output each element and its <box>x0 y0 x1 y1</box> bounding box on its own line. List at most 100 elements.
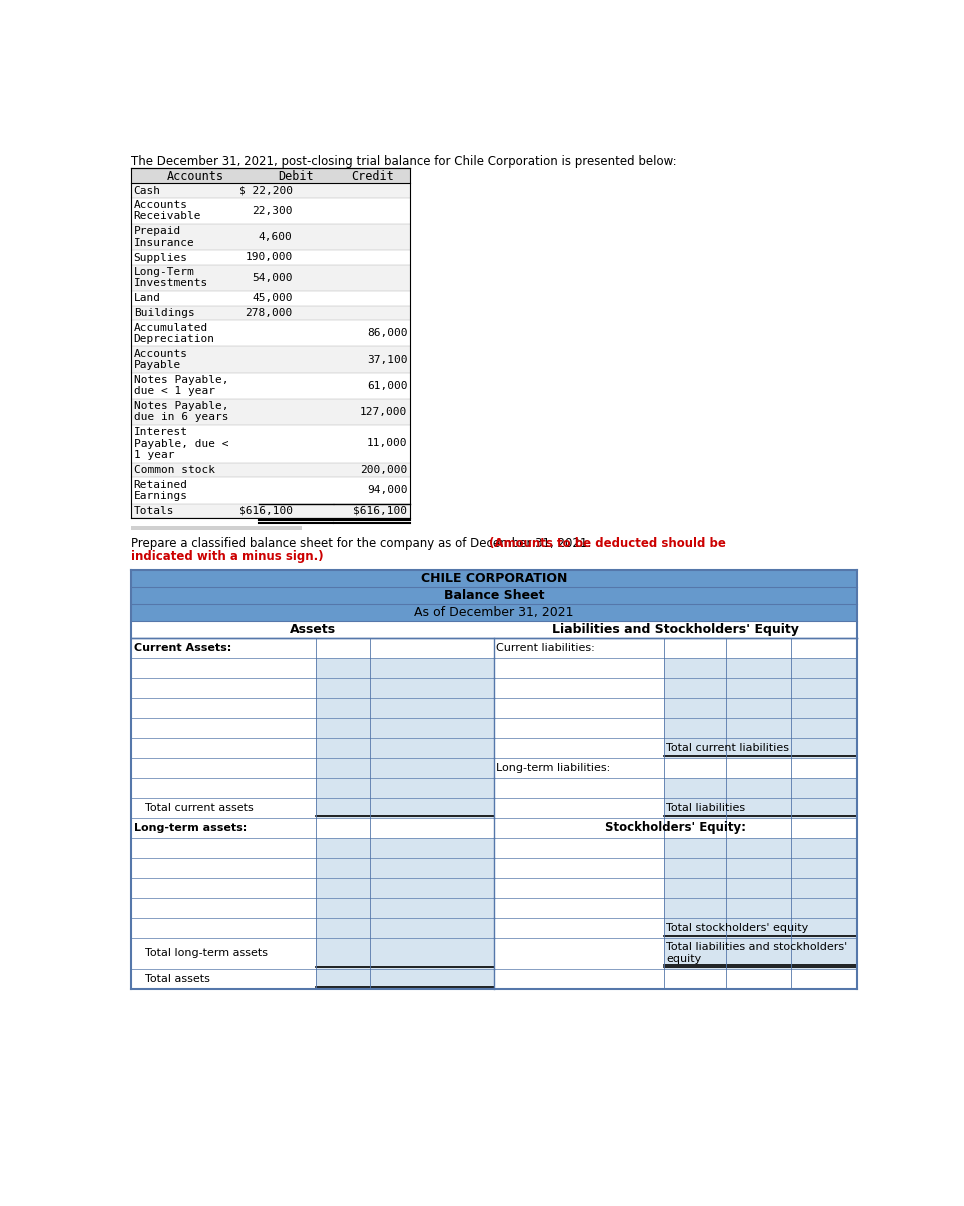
Text: Prepare a classified balance sheet for the company as of December 31, 2021.: Prepare a classified balance sheet for t… <box>131 538 595 550</box>
Bar <box>370 838 495 857</box>
Bar <box>370 657 495 678</box>
Bar <box>790 738 857 757</box>
Bar <box>316 638 370 657</box>
Text: $616,100: $616,100 <box>353 505 407 515</box>
Bar <box>664 797 726 818</box>
Text: Credit: Credit <box>351 170 393 183</box>
Bar <box>664 757 726 778</box>
Bar <box>131 697 316 718</box>
Text: Total long-term assets: Total long-term assets <box>146 948 268 959</box>
Bar <box>370 968 495 989</box>
Bar <box>726 738 790 757</box>
Bar <box>790 678 857 697</box>
Bar <box>790 778 857 797</box>
Bar <box>495 778 664 797</box>
Bar <box>790 657 857 678</box>
Text: Assets: Assets <box>289 622 335 636</box>
Text: 22,300: 22,300 <box>252 206 292 216</box>
Bar <box>131 878 316 897</box>
Bar <box>726 878 790 897</box>
Bar <box>131 463 411 478</box>
Text: 278,000: 278,000 <box>245 308 292 317</box>
Bar <box>370 938 495 968</box>
Bar <box>664 857 726 878</box>
Text: Total current assets: Total current assets <box>146 803 254 813</box>
Bar <box>664 878 726 897</box>
Bar <box>131 224 411 250</box>
Bar <box>495 878 664 897</box>
Bar <box>664 778 726 797</box>
Text: 86,000: 86,000 <box>366 328 407 339</box>
Bar <box>495 697 664 718</box>
Bar <box>495 818 664 838</box>
Text: Total assets: Total assets <box>146 973 210 984</box>
Bar <box>131 678 316 697</box>
Bar <box>664 818 726 838</box>
Bar <box>316 757 370 778</box>
Text: Current Assets:: Current Assets: <box>134 643 231 652</box>
Text: Cash: Cash <box>134 186 161 195</box>
Bar <box>131 168 411 183</box>
Bar <box>316 797 370 818</box>
Text: 200,000: 200,000 <box>360 464 407 475</box>
Text: Current liabilities:: Current liabilities: <box>496 643 595 652</box>
Bar <box>370 897 495 918</box>
Text: Accounts
Receivable: Accounts Receivable <box>134 200 201 222</box>
Bar <box>131 305 411 321</box>
Bar <box>131 857 316 878</box>
Text: (Amounts to be deducted should be: (Amounts to be deducted should be <box>490 538 726 550</box>
Bar <box>131 938 316 968</box>
Bar <box>790 818 857 838</box>
Text: The December 31, 2021, post-closing trial balance for Chile Corporation is prese: The December 31, 2021, post-closing tria… <box>131 156 677 169</box>
Bar <box>370 778 495 797</box>
Bar <box>726 697 790 718</box>
Text: 54,000: 54,000 <box>252 273 292 283</box>
Bar <box>726 638 790 657</box>
Bar <box>131 657 316 678</box>
Text: CHILE CORPORATION: CHILE CORPORATION <box>421 572 567 585</box>
Bar <box>131 586 857 604</box>
Bar <box>370 818 495 838</box>
Text: Total liabilities: Total liabilities <box>666 803 745 813</box>
Bar <box>370 738 495 757</box>
Bar <box>316 878 370 897</box>
Bar <box>131 291 411 305</box>
Bar <box>131 346 411 373</box>
Text: 4,600: 4,600 <box>258 232 292 242</box>
Bar <box>495 838 664 857</box>
Text: 127,000: 127,000 <box>360 406 407 417</box>
Bar <box>131 738 316 757</box>
Bar <box>726 678 790 697</box>
Text: Retained
Earnings: Retained Earnings <box>134 480 188 500</box>
Text: indicated with a minus sign.): indicated with a minus sign.) <box>131 550 324 563</box>
Bar <box>316 968 370 989</box>
Bar <box>495 968 664 989</box>
Bar <box>664 738 726 757</box>
Bar <box>726 838 790 857</box>
Bar <box>316 897 370 918</box>
Text: 190,000: 190,000 <box>245 252 292 262</box>
Bar <box>790 638 857 657</box>
Bar <box>316 778 370 797</box>
Bar <box>495 738 664 757</box>
Bar <box>370 697 495 718</box>
Bar <box>664 918 726 938</box>
Text: 61,000: 61,000 <box>366 381 407 391</box>
Bar <box>131 504 411 519</box>
Bar <box>495 757 664 778</box>
Bar <box>370 878 495 897</box>
Bar <box>664 838 726 857</box>
Text: Total current liabilities: Total current liabilities <box>666 743 790 753</box>
Text: 11,000: 11,000 <box>366 439 407 449</box>
Bar <box>726 718 790 738</box>
Bar <box>726 938 790 968</box>
Text: Total liabilities and stockholders'
equity: Total liabilities and stockholders' equi… <box>666 942 847 964</box>
Bar <box>726 968 790 989</box>
Text: Notes Payable,
due in 6 years: Notes Payable, due in 6 years <box>134 402 228 422</box>
Text: Liabilities and Stockholders' Equity: Liabilities and Stockholders' Equity <box>552 622 799 636</box>
Bar <box>495 938 664 968</box>
Text: Stockholders' Equity:: Stockholders' Equity: <box>604 821 746 835</box>
Bar <box>131 478 411 504</box>
Bar <box>131 718 316 738</box>
Bar <box>131 399 411 425</box>
